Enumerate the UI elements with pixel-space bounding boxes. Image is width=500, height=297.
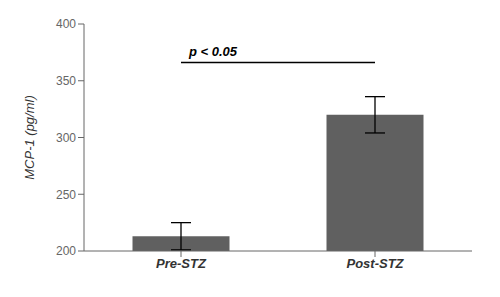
svg-text:250: 250 (56, 188, 76, 202)
svg-text:MCP-1 (pg/ml): MCP-1 (pg/ml) (22, 95, 37, 180)
svg-text:200: 200 (56, 244, 76, 258)
svg-text:400: 400 (56, 17, 76, 31)
svg-text:Post-STZ: Post-STZ (346, 256, 404, 271)
svg-text:300: 300 (56, 131, 76, 145)
svg-text:Pre-STZ: Pre-STZ (156, 256, 207, 271)
svg-text:p < 0.05: p < 0.05 (188, 44, 238, 59)
svg-text:350: 350 (56, 74, 76, 88)
